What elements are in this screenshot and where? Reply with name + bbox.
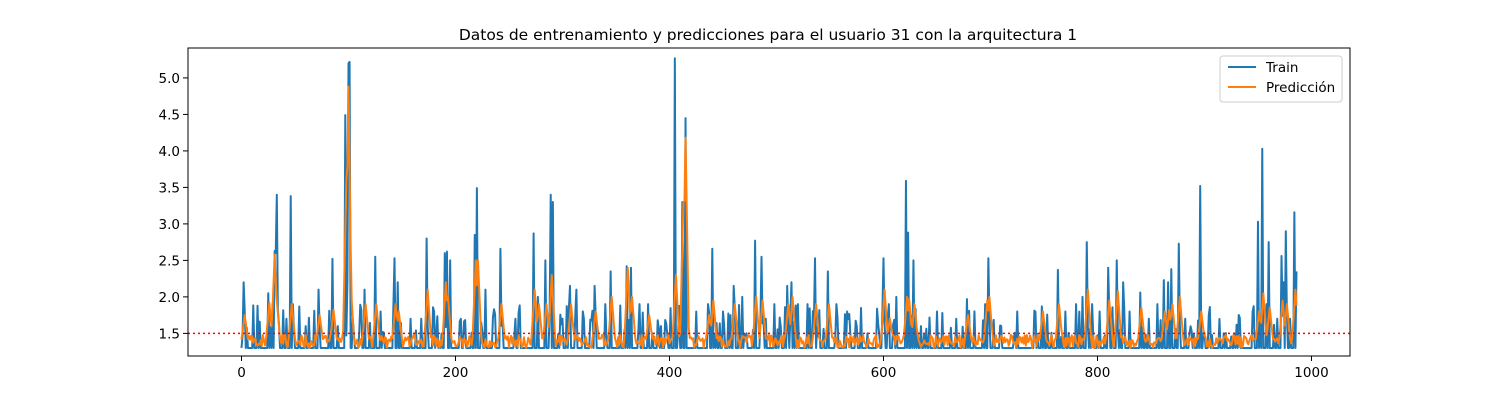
y-axis: 1.5 2.0 2.5 3.0 3.5 4.0 4.5 5.0 (159, 71, 188, 342)
x-axis: 0 200 400 600 800 1000 (237, 356, 1329, 381)
series-layer (240, 57, 1298, 349)
y-tick-label: 4.5 (159, 107, 180, 123)
axes-frame (187, 47, 1351, 357)
y-tick-label: 2.0 (159, 290, 180, 306)
x-tick-label: 0 (237, 365, 246, 381)
x-tick-label: 1000 (1294, 365, 1328, 381)
series-line-train (240, 57, 1298, 349)
y-tick-label: 2.5 (159, 253, 180, 269)
y-tick-label: 5.0 (159, 71, 180, 87)
x-tick-label: 800 (1085, 365, 1111, 381)
y-tick-label: 3.0 (159, 217, 180, 233)
x-tick-label: 400 (657, 365, 683, 381)
legend-item-prediccion: Predicción (1228, 80, 1335, 96)
series-line-prediccion (240, 85, 1298, 349)
x-tick-label: 200 (443, 365, 469, 381)
legend-item-train: Train (1228, 60, 1298, 76)
plot-area: 0 200 400 600 800 1000 1.5 2.0 2.5 3.0 3.5 4.0 4.5 5… (159, 47, 1351, 381)
chart-title: Datos de entrenamiento y predicciones pa… (459, 26, 1077, 44)
x-tick-label: 600 (871, 365, 897, 381)
y-tick-label: 3.5 (159, 180, 180, 196)
legend: Train Predicción (1219, 55, 1343, 103)
legend-label-train: Train (1265, 60, 1298, 76)
y-tick-label: 4.0 (159, 144, 180, 160)
legend-label-prediccion: Predicción (1266, 80, 1335, 96)
y-tick-label: 1.5 (159, 326, 180, 342)
